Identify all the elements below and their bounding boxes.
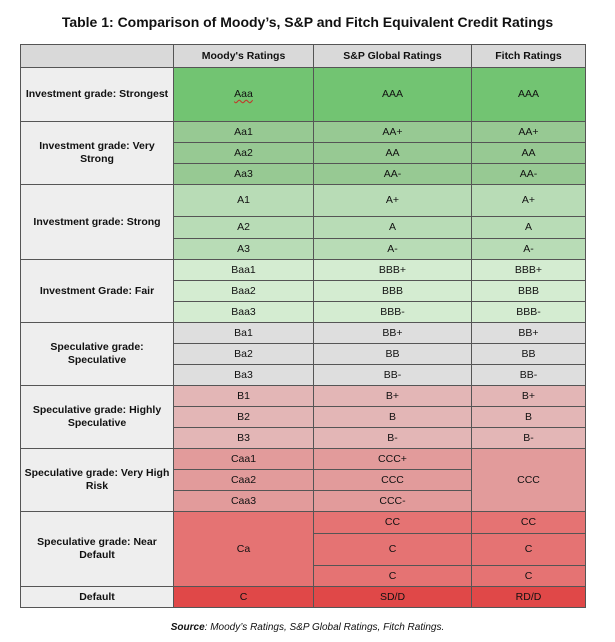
fitch-cell: B [471, 406, 586, 428]
moodys-cell: C [173, 586, 314, 608]
header-fitch: Fitch Ratings [471, 44, 586, 68]
fitch-cell: AA- [471, 163, 586, 185]
moodys-cell: A1 [173, 184, 314, 217]
fitch-cell: RD/D [471, 586, 586, 608]
header-sp: S&P Global Ratings [313, 44, 472, 68]
moodys-cell: Aa3 [173, 163, 314, 185]
category-very-strong: Investment grade: Very Strong [20, 121, 174, 185]
category-near-default: Speculative grade: Near Default [20, 511, 174, 587]
table-row: Investment grade: Very Strong Aa1 AA+ AA… [20, 121, 586, 185]
category-fair: Investment Grade: Fair [20, 259, 174, 323]
sp-cell: B- [313, 427, 472, 449]
fitch-cell: BB [471, 343, 586, 365]
table-row: Speculative grade: Near Default Ca CC CC [20, 511, 586, 587]
fitch-cell: AA [471, 142, 586, 164]
table-row: Baa3 BBB- BBB- [20, 301, 586, 323]
moodys-cell: Caa3 [173, 490, 314, 512]
fitch-cell: C [471, 533, 586, 566]
moodys-cell: Ba3 [173, 364, 314, 386]
sp-cell: BBB+ [313, 259, 472, 281]
sp-cell: B+ [313, 385, 472, 407]
moodys-cell: B3 [173, 427, 314, 449]
sp-cell: CCC- [313, 490, 472, 512]
fitch-cell: CC [471, 511, 586, 534]
fitch-cell: CCC [471, 448, 586, 512]
sp-cell: BBB- [313, 301, 472, 323]
fitch-cell: BB- [471, 364, 586, 386]
sp-cell: CCC+ [313, 448, 472, 470]
fitch-cell: BBB+ [471, 259, 586, 281]
moodys-cell: Ba1 [173, 322, 314, 344]
category-speculative: Speculative grade: Speculative [20, 322, 174, 386]
moodys-cell: Aa2 [173, 142, 314, 164]
category-highly-speculative: Speculative grade: Highly Speculative [20, 385, 174, 449]
moodys-cell: A2 [173, 216, 314, 239]
category-default: Default [20, 586, 174, 608]
source-label: Source [170, 622, 205, 633]
fitch-cell: BB+ [471, 322, 586, 344]
moodys-cell: Aa1 [173, 121, 314, 143]
table-row: Default C SD/D RD/D [20, 586, 586, 608]
credit-ratings-table: Moody's Ratings S&P Global Ratings Fitch… [20, 44, 586, 608]
table-row: Investment grade: Strongest Aaa AAA AAA [20, 67, 586, 122]
fitch-cell: AA+ [471, 121, 586, 143]
sp-cell: B [313, 406, 472, 428]
table-title: Table 1: Comparison of Moody’s, S&P and … [61, 14, 554, 30]
moodys-cell: B1 [173, 385, 314, 407]
category-very-high-risk: Speculative grade: Very High Risk [20, 448, 174, 512]
sp-cell: A+ [313, 184, 472, 217]
source-note: Source: Moody’s Ratings, S&P Global Rati… [0, 622, 615, 633]
source-text: : Moody’s Ratings, S&P Global Ratings, F… [204, 622, 445, 633]
table-row: Ba3 BB- BB- [20, 364, 586, 386]
header-moodys: Moody's Ratings [173, 44, 314, 68]
table-row: Investment grade: Strong A1 A+ A+ [20, 184, 586, 260]
sp-cell: BB [313, 343, 472, 365]
sp-cell: AA- [313, 163, 472, 185]
moodys-cell: Ba2 [173, 343, 314, 365]
fitch-cell: C [471, 565, 586, 587]
moodys-aaa: Aaa [234, 88, 253, 100]
header-row: Moody's Ratings S&P Global Ratings Fitch… [20, 44, 586, 68]
fitch-cell: BBB [471, 280, 586, 302]
category-strong: Investment grade: Strong [20, 184, 174, 260]
moodys-cell: Baa2 [173, 280, 314, 302]
sp-cell: SD/D [313, 586, 472, 608]
table-row: Speculative grade: Highly Speculative B1… [20, 385, 586, 449]
fitch-cell: BBB- [471, 301, 586, 323]
fitch-cell: A [471, 216, 586, 239]
fitch-cell: A- [471, 238, 586, 260]
fitch-cell: B+ [471, 385, 586, 407]
moodys-cell: Aaa [173, 67, 314, 122]
sp-cell: C [313, 565, 472, 587]
moodys-cell: Baa3 [173, 301, 314, 323]
sp-cell: A [313, 216, 472, 239]
moodys-cell: Caa2 [173, 469, 314, 491]
table-row: Investment Grade: Fair Baa1 BBB+ BBB+ [20, 259, 586, 323]
sp-cell: A- [313, 238, 472, 260]
moodys-cell: B2 [173, 406, 314, 428]
sp-cell: BBB [313, 280, 472, 302]
moodys-cell: Ca [173, 511, 314, 587]
sp-cell: C [313, 533, 472, 566]
sp-cell: BB- [313, 364, 472, 386]
sp-cell: CCC [313, 469, 472, 491]
sp-cell: AAA [313, 67, 472, 122]
sp-cell: AA [313, 142, 472, 164]
table-row: Speculative grade: Speculative Ba1 BB+ B… [20, 322, 586, 386]
fitch-cell: A+ [471, 184, 586, 217]
fitch-cell: B- [471, 427, 586, 449]
moodys-cell: Caa1 [173, 448, 314, 470]
moodys-cell: Baa1 [173, 259, 314, 281]
sp-cell: BB+ [313, 322, 472, 344]
table-row: Speculative grade: Very High Risk Caa1 C… [20, 448, 586, 512]
category-strongest: Investment grade: Strongest [20, 67, 174, 122]
moodys-cell: A3 [173, 238, 314, 260]
sp-cell: CC [313, 511, 472, 534]
sp-cell: AA+ [313, 121, 472, 143]
fitch-cell: AAA [471, 67, 586, 122]
header-corner [20, 44, 174, 68]
